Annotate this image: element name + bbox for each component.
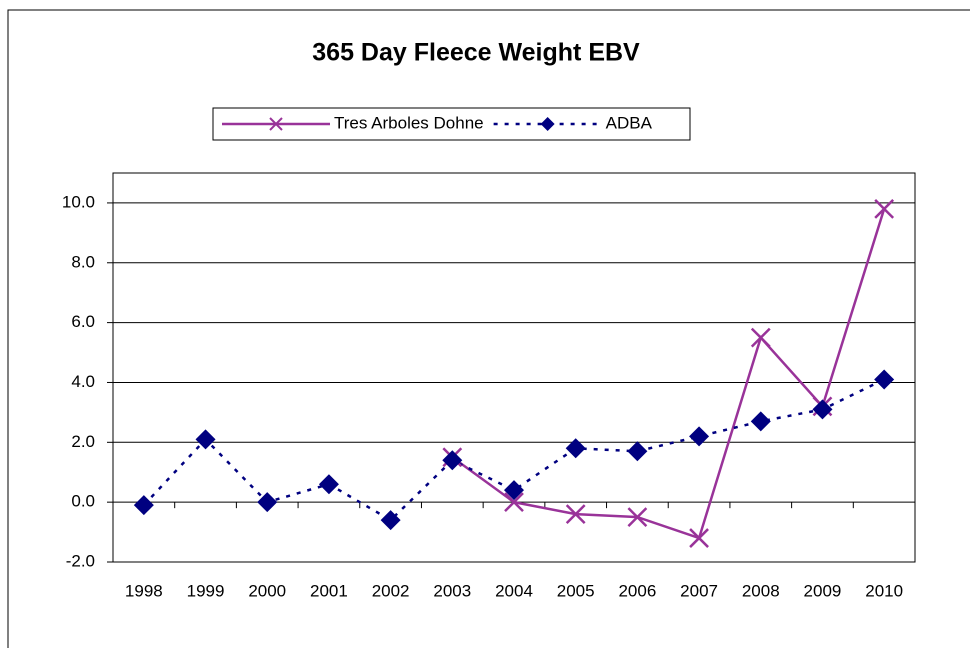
diamond-marker	[442, 450, 463, 471]
diamond-marker	[689, 426, 710, 447]
x-marker	[565, 504, 586, 525]
y-tick-label: 0.0	[71, 492, 95, 511]
diamond-marker	[504, 480, 524, 501]
y-tick-label: 4.0	[71, 372, 95, 391]
legend-marker	[540, 117, 555, 131]
diamond-marker	[812, 399, 833, 420]
x-tick-label: 2001	[310, 581, 348, 600]
diamond-marker	[874, 369, 895, 390]
diamond-marker	[318, 474, 339, 495]
diamond-marker	[195, 429, 216, 450]
x-marker	[627, 507, 648, 527]
diamond-marker	[380, 510, 401, 531]
y-tick-label: -2.0	[66, 551, 95, 570]
diamond-marker	[133, 495, 154, 516]
diamond-marker	[257, 492, 278, 513]
x-tick-label: 2005	[557, 581, 595, 600]
y-tick-label: 8.0	[71, 252, 95, 271]
x-tick-label: 2004	[495, 581, 533, 600]
diamond-marker	[750, 411, 771, 432]
x-tick-label: 1998	[125, 581, 163, 600]
x-tick-label: 2003	[433, 581, 471, 600]
y-tick-label: 6.0	[71, 312, 95, 331]
x-tick-label: 2006	[618, 581, 656, 600]
x-tick-label: 2002	[372, 581, 410, 600]
x-marker	[874, 199, 895, 219]
legend-marker	[269, 117, 283, 131]
y-tick-label: 2.0	[71, 432, 95, 451]
legend-label: Tres Arboles Dohne	[334, 113, 484, 132]
diamond-marker	[565, 438, 586, 459]
x-marker	[504, 492, 524, 513]
diamond-marker	[627, 441, 648, 462]
x-tick-label: 2008	[742, 581, 780, 600]
x-tick-label: 2010	[865, 581, 903, 600]
x-marker	[750, 327, 771, 348]
x-tick-label: 2000	[248, 581, 286, 600]
series-line	[451, 208, 886, 540]
y-tick-label: 10.0	[62, 192, 95, 211]
x-tick-label: 1999	[187, 581, 225, 600]
chart-title: 365 Day Fleece Weight EBV	[312, 39, 640, 67]
x-tick-label: 2009	[804, 581, 842, 600]
legend-label: ADBA	[606, 113, 653, 132]
x-marker	[689, 528, 709, 548]
x-tick-label: 2007	[680, 581, 718, 600]
